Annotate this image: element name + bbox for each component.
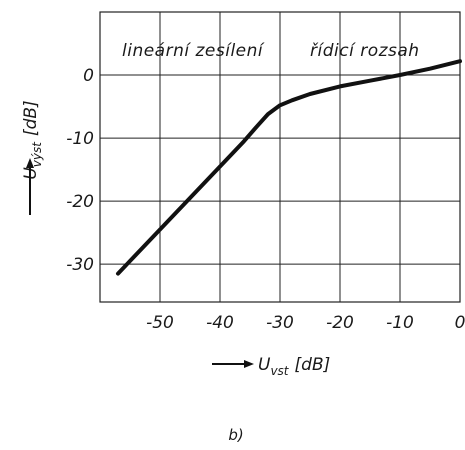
x-tick-label: -30 [266,313,294,333]
y-axis-subscript: výst [30,141,44,167]
x-axis-arrow [212,360,254,368]
x-tick-label: -20 [326,313,354,333]
svg-text:Uvýst[dB]: Uvýst[dB] [21,100,44,179]
y-tick-label: -20 [66,192,94,212]
annotations: lineární zesílení řídicí rozsah [122,41,420,61]
y-tick-label: -10 [66,129,94,149]
y-tick-labels: 0 -10 -20 -30 [66,66,94,275]
y-tick-label: -30 [66,255,94,275]
grid [100,12,461,302]
x-axis-subscript: vst [270,364,289,378]
y-axis-unit: [dB] [21,100,41,136]
x-tick-label: -50 [146,313,174,333]
series-line [116,59,462,276]
y-tick-label: 0 [83,66,94,86]
x-tick-label: -40 [206,313,234,333]
annotation-control-range: řídicí rozsah [310,41,420,61]
x-tick-label: -10 [386,313,414,333]
x-tick-labels: -50 -40 -30 -20 -10 0 [146,313,465,333]
y-axis-arrow [26,158,34,215]
y-axis-label: Uvýst[dB] [21,100,44,179]
annotation-linear-gain: lineární zesílení [122,41,265,61]
x-axis-symbol: U [258,355,271,375]
x-tick-label: 0 [455,313,465,333]
panel-caption: b) [228,426,243,444]
x-axis-unit: [dB] [295,355,331,375]
x-axis-label: Uvst [dB] [258,355,330,378]
